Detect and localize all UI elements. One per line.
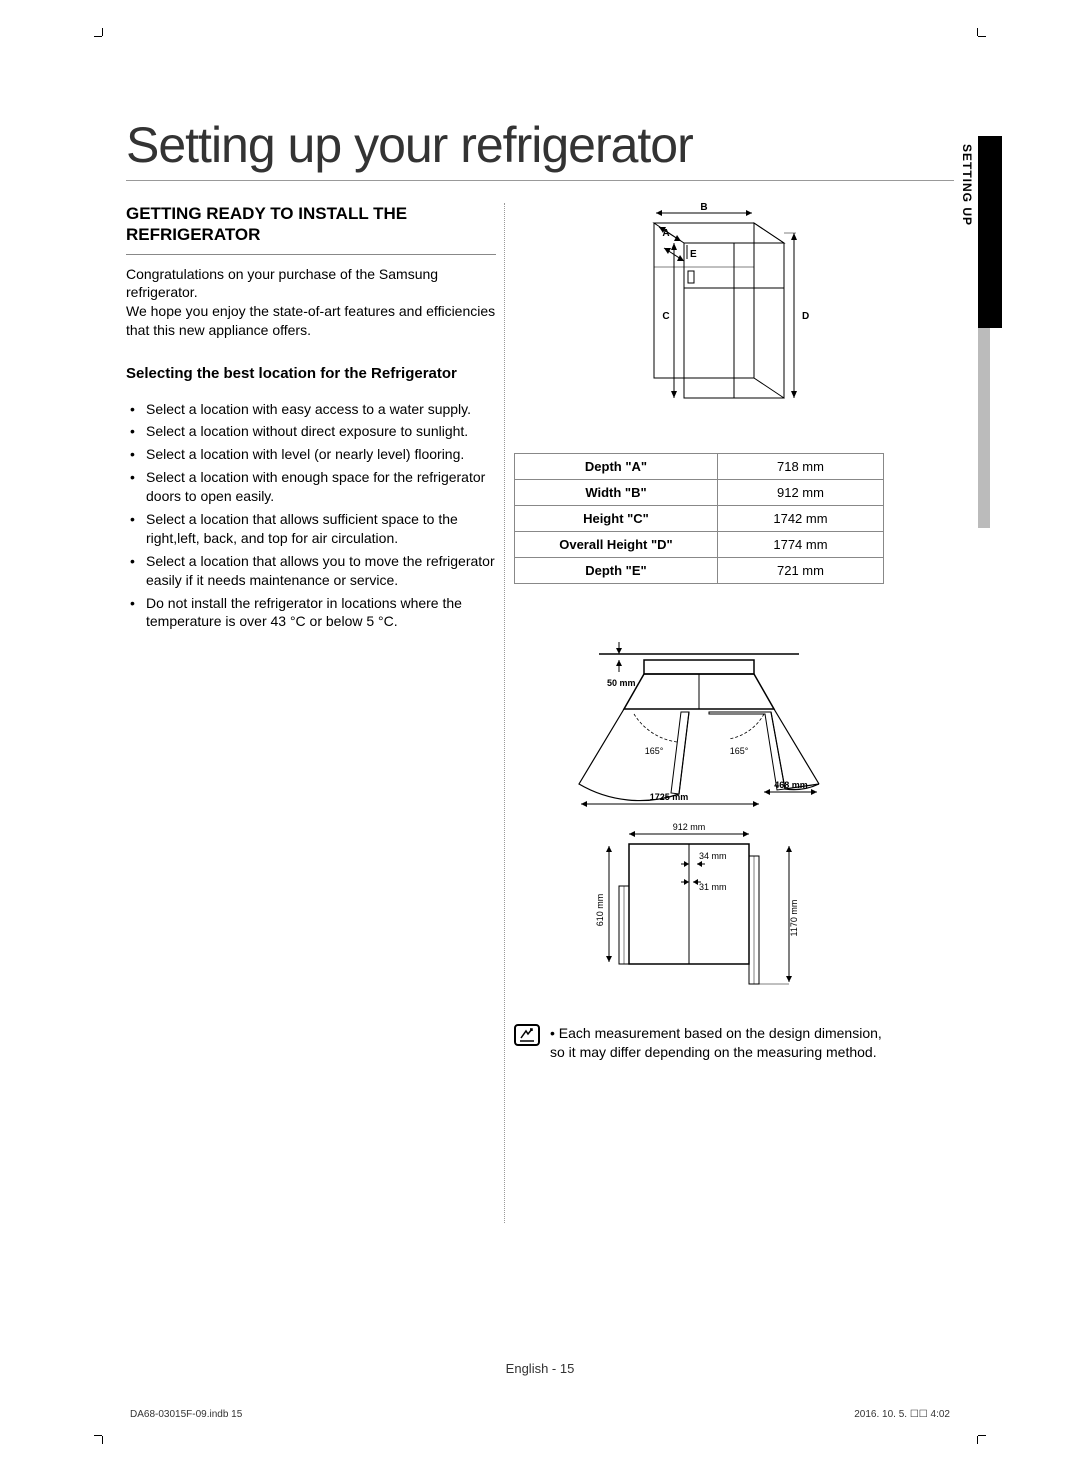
side-tab-black [978,136,1002,328]
dim-label: Height "C" [515,506,718,532]
note-icon [514,1024,540,1046]
clearance-spacer1: 34 mm [699,851,727,861]
sub-heading: Selecting the best location for the Refr… [126,364,496,384]
dim-value: 1774 mm [717,532,883,558]
page-title: Setting up your refrigerator [126,116,954,181]
right-column: B A E C [514,203,884,1062]
dim-value: 912 mm [717,480,883,506]
crop-mark [102,1436,103,1444]
section-heading: GETTING READY TO INSTALL THE REFRIGERATO… [126,203,496,246]
section-underline [126,254,496,255]
table-row: Width "B"912 mm [515,480,884,506]
dim-label: Depth "E" [515,558,718,584]
crop-mark [978,1435,986,1436]
crop-mark [102,28,103,36]
clearance-angle-right: 165° [730,746,749,756]
dim-label-c: C [662,311,669,322]
note-block: Each measurement based on the design dim… [514,1024,884,1062]
table-row: Depth "A"718 mm [515,454,884,480]
list-item: Select a location without direct exposur… [126,422,496,441]
clearance-top-gap: 50 mm [607,678,636,688]
dim-label-d: D [802,311,809,322]
print-footer-right: 2016. 10. 5. ☐☐ 4:02 [854,1409,950,1420]
dim-value: 718 mm [717,454,883,480]
note-text: Each measurement based on the design dim… [550,1024,884,1062]
dim-label-b: B [700,203,707,213]
crop-mark [978,36,986,37]
table-row: Depth "E"721 mm [515,558,884,584]
clearance-angle-left: 165° [645,746,664,756]
list-item: Select a location that allows you to mov… [126,552,496,590]
crop-mark [977,28,978,36]
dim-label-a: A [662,228,669,239]
dim-label: Width "B" [515,480,718,506]
clearance-depth-left: 610 mm [595,894,605,927]
clearance-body-width: 912 mm [673,822,706,832]
dimensions-table: Depth "A"718 mm Width "B"912 mm Height "… [514,453,884,584]
crop-mark [94,1435,102,1436]
list-item: Select a location with easy access to a … [126,400,496,419]
intro-text: Congratulations on your purchase of the … [126,265,496,341]
location-bullets: Select a location with easy access to a … [126,400,496,632]
clearance-depth-right: 1170 mm [789,900,799,937]
crop-mark [94,36,102,37]
print-footer-left: DA68-03015F-09.indb 15 [130,1409,242,1420]
side-tab-label: SETTING UP [960,144,974,226]
dim-label-e: E [690,249,697,260]
dim-value: 721 mm [717,558,883,584]
page-number: English - 15 [102,1361,978,1376]
dim-label: Overall Height "D" [515,532,718,558]
crop-mark [977,1436,978,1444]
list-item: Select a location with level (or nearly … [126,445,496,464]
clearance-spacer2: 31 mm [699,882,727,892]
page-content: Setting up your refrigerator SETTING UP … [102,36,978,1436]
table-row: Height "C"1742 mm [515,506,884,532]
clearance-door-width: 468 mm [774,780,808,790]
clearance-bottom-width: 1725 mm [650,792,689,802]
fridge-3d-diagram: B A E C [584,203,814,423]
side-tab-gray [978,328,990,528]
dim-value: 1742 mm [717,506,883,532]
column-divider [504,203,505,1223]
table-row: Overall Height "D"1774 mm [515,532,884,558]
left-column: GETTING READY TO INSTALL THE REFRIGERATO… [126,203,496,1062]
list-item: Select a location that allows sufficient… [126,510,496,548]
list-item: Select a location with enough space for … [126,468,496,506]
dim-label: Depth "A" [515,454,718,480]
clearance-diagram: 50 mm 165° [559,634,839,994]
list-item: Do not install the refrigerator in locat… [126,594,496,632]
